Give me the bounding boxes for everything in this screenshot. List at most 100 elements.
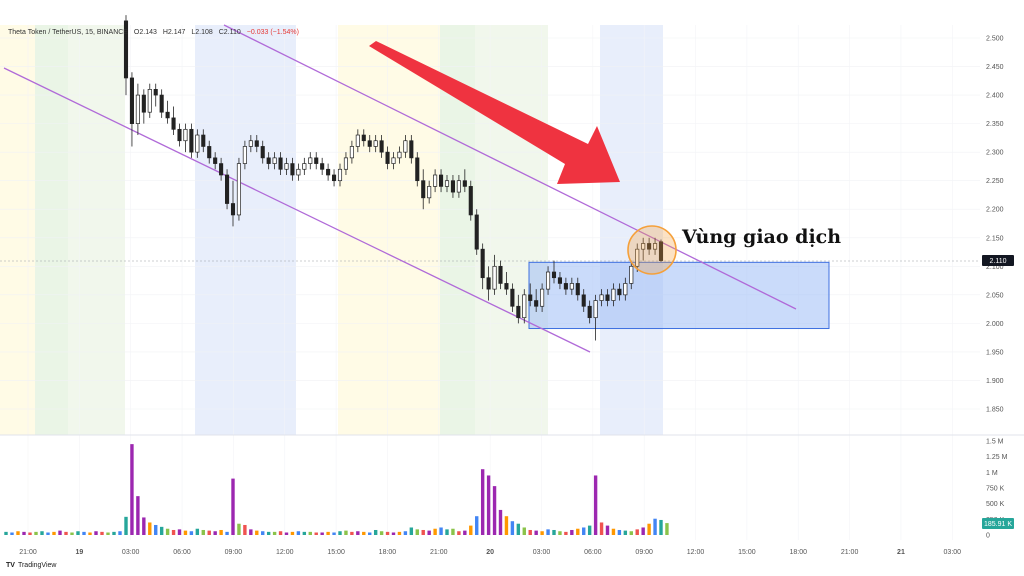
- arrow-shape: [369, 41, 620, 184]
- candle: [337, 163, 343, 187]
- candle-body: [129, 77, 134, 124]
- candle-body: [207, 146, 212, 159]
- candle-body: [314, 157, 319, 164]
- candle: [403, 135, 408, 158]
- price-axis[interactable]: 2.500 2.450 2.400 2.350 2.300 2.250 2.200 2.150…: [986, 36, 1004, 414]
- candle-body: [468, 186, 473, 216]
- candle: [462, 169, 467, 193]
- volume-bar: [237, 523, 241, 535]
- session-band: [0, 25, 35, 435]
- candle: [195, 129, 200, 158]
- volume-bar: [28, 532, 32, 535]
- candle: [391, 152, 396, 170]
- candle-body: [349, 146, 354, 159]
- candle-body: [647, 243, 652, 250]
- candle: [480, 243, 485, 290]
- candle-body: [385, 151, 390, 164]
- candle: [546, 266, 551, 295]
- candle-body: [236, 163, 241, 216]
- candle-body: [498, 265, 503, 284]
- volume-bar: [463, 530, 467, 535]
- volume-bar: [4, 531, 8, 535]
- volume-bar: [522, 527, 526, 535]
- volume-tick-label: 1 M: [986, 470, 998, 477]
- candle-body: [332, 174, 337, 182]
- volume-bar: [641, 527, 645, 535]
- candle: [326, 163, 331, 181]
- candle-body: [534, 300, 539, 307]
- candle-body: [135, 94, 140, 124]
- symbol-title[interactable]: Theta Token / TetherUS, 15, BINANCE: [8, 29, 128, 36]
- candle: [522, 289, 527, 324]
- volume-bar: [510, 521, 515, 535]
- volume-bar: [40, 531, 44, 535]
- volume-bar: [498, 509, 503, 535]
- candle-body: [605, 294, 610, 301]
- volume-bar: [284, 532, 289, 535]
- time-axis[interactable]: 21:00 19 03:00 06:00 09:00 12:00 15:00 18:00 21:…: [19, 549, 961, 556]
- candle-body: [563, 283, 568, 290]
- candle: [534, 289, 539, 312]
- time-tick-label: 21:00: [430, 549, 448, 556]
- time-tick-label: 18:00: [379, 549, 397, 556]
- candle-body: [225, 174, 230, 204]
- highlight-circle: [627, 225, 677, 275]
- candle: [219, 157, 224, 181]
- volume-bar: [34, 531, 38, 535]
- candle-body: [653, 243, 658, 250]
- volume-bar: [136, 496, 140, 535]
- volume-bar: [338, 531, 342, 535]
- volume-bar: [70, 532, 74, 535]
- candle-body: [641, 243, 646, 250]
- volume-bar: [403, 531, 408, 535]
- candle-body: [171, 117, 176, 130]
- time-tick-label: 21: [897, 549, 905, 556]
- highlight-ring: [627, 225, 677, 275]
- candle: [189, 123, 194, 158]
- candle-body: [141, 94, 146, 113]
- time-tick-label: 15:00: [327, 549, 345, 556]
- candle: [207, 140, 212, 164]
- candle: [456, 174, 461, 198]
- candle: [201, 129, 206, 153]
- candle-body: [123, 20, 129, 79]
- candle: [569, 277, 574, 295]
- volume-bar: [409, 527, 414, 535]
- candle-body: [361, 134, 366, 142]
- volume-bar: [582, 527, 586, 535]
- candle: [629, 260, 634, 290]
- candle-body: [367, 140, 372, 147]
- price-tick-label: 1.900: [986, 378, 1004, 385]
- candle-body: [450, 180, 455, 193]
- candle-body: [522, 294, 527, 319]
- volume-bar: [552, 529, 556, 535]
- volume-bar: [647, 523, 651, 535]
- candle: [510, 283, 515, 312]
- volume-bar: [278, 531, 283, 535]
- volume-bar: [165, 528, 170, 535]
- candle-body: [427, 186, 432, 199]
- volume-bar: [16, 531, 20, 535]
- volume-bar: [653, 518, 657, 535]
- candle-body: [575, 283, 580, 296]
- candle-body: [557, 277, 562, 284]
- volume-bar: [611, 528, 616, 535]
- price-tick-label: 2.500: [986, 36, 1004, 43]
- candle-body: [391, 157, 396, 164]
- candle: [320, 157, 325, 175]
- candle: [563, 277, 568, 295]
- volume-bar: [177, 529, 182, 535]
- volume-bar: [10, 532, 14, 535]
- volume-bar: [106, 532, 110, 535]
- volume-bar: [570, 529, 574, 535]
- volume-bar: [564, 531, 568, 535]
- candle-body: [254, 140, 259, 147]
- candle: [153, 83, 158, 107]
- tradingview-logo[interactable]: TV TradingView: [6, 562, 56, 569]
- candle: [379, 135, 384, 158]
- candle: [409, 135, 414, 164]
- candle: [349, 140, 354, 164]
- candle: [147, 83, 152, 118]
- volume-bar: [504, 516, 509, 535]
